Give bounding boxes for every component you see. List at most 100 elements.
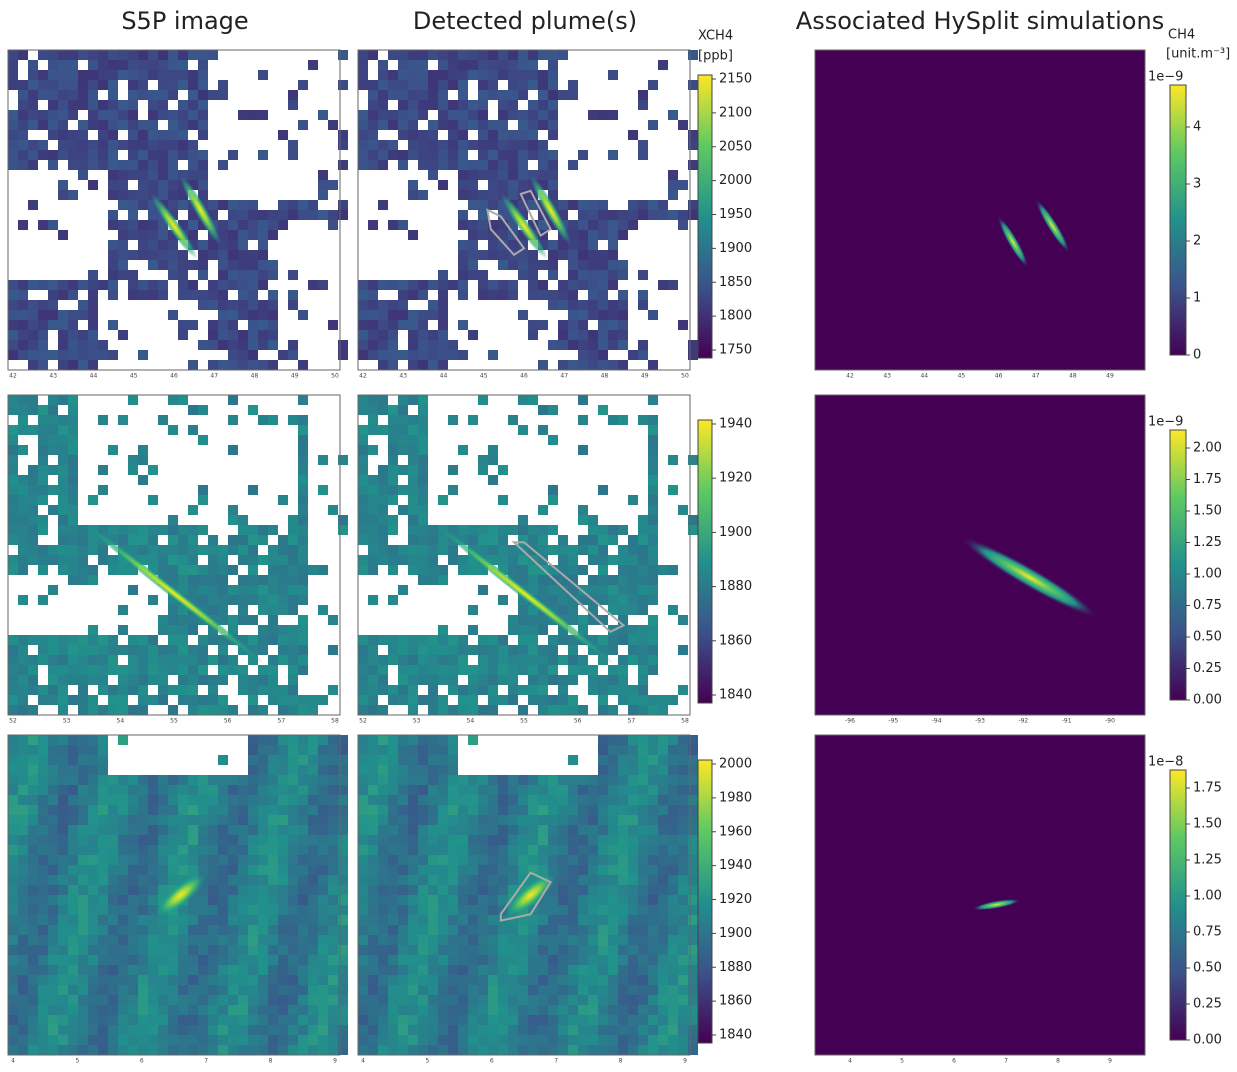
pixel — [38, 340, 48, 350]
pixel — [498, 290, 508, 300]
pixel — [418, 735, 428, 745]
pixel — [618, 605, 628, 615]
pixel — [48, 150, 58, 160]
pixel — [38, 70, 48, 80]
pixel — [578, 865, 588, 875]
pixel — [28, 465, 38, 475]
pixel — [28, 985, 38, 995]
pixel — [568, 80, 578, 90]
pixel — [28, 845, 38, 855]
pixel — [528, 915, 538, 925]
x-tick-label: 8 — [619, 1058, 623, 1065]
pixel — [138, 895, 148, 905]
pixel — [118, 995, 128, 1005]
pixel — [488, 1005, 498, 1015]
pixel — [358, 845, 368, 855]
pixel — [478, 915, 488, 925]
pixel — [108, 1045, 118, 1055]
pixel — [528, 70, 538, 80]
pixel — [458, 695, 468, 705]
pixel — [428, 555, 438, 565]
pixel — [598, 595, 608, 605]
pixel — [428, 795, 438, 805]
pixel — [218, 1035, 228, 1045]
pixel — [618, 555, 628, 565]
pixel — [518, 865, 528, 875]
pixel — [448, 905, 458, 915]
pixel — [288, 935, 298, 945]
pixel — [278, 350, 288, 360]
pixel — [488, 240, 498, 250]
pixel — [288, 945, 298, 955]
colorbar-tick-label: 1 — [1193, 291, 1201, 306]
pixel — [228, 585, 238, 595]
pixel — [318, 765, 328, 775]
pixel — [518, 1025, 528, 1035]
pixel — [488, 70, 498, 80]
pixel — [158, 525, 168, 535]
pixel — [58, 180, 68, 190]
pixel — [98, 895, 108, 905]
pixel — [388, 935, 398, 945]
pixel — [368, 300, 378, 310]
pixel — [298, 120, 308, 130]
pixel — [598, 405, 608, 415]
pixel — [658, 695, 668, 705]
pixel — [278, 805, 288, 815]
pixel — [98, 955, 108, 965]
pixel — [8, 130, 18, 140]
pixel — [568, 865, 578, 875]
pixel — [98, 545, 108, 555]
pixel — [198, 70, 208, 80]
pixel — [498, 835, 508, 845]
pixel — [28, 805, 38, 815]
pixel — [528, 845, 538, 855]
pixel — [498, 465, 508, 475]
pixel — [648, 1025, 658, 1035]
pixel — [458, 100, 468, 110]
pixel — [108, 985, 118, 995]
pixel — [258, 785, 268, 795]
pixel — [298, 1045, 308, 1055]
pixel — [68, 795, 78, 805]
pixel — [278, 755, 288, 765]
pixel — [108, 845, 118, 855]
pixel — [108, 50, 118, 60]
pixel — [278, 825, 288, 835]
pixel — [468, 240, 478, 250]
pixel — [468, 170, 478, 180]
pixel — [528, 270, 538, 280]
pixel — [358, 955, 368, 965]
pixel — [198, 1015, 208, 1025]
pixel — [128, 875, 138, 885]
pixel — [8, 1045, 18, 1055]
pixel — [318, 565, 328, 575]
pixel — [538, 360, 548, 370]
pixel — [528, 525, 538, 535]
pixel — [68, 785, 78, 795]
pixel — [138, 825, 148, 835]
pixel — [558, 330, 568, 340]
pixel — [388, 220, 398, 230]
pixel — [638, 565, 648, 575]
pixel — [208, 545, 218, 555]
pixel — [378, 875, 388, 885]
pixel — [218, 835, 228, 845]
pixel — [448, 855, 458, 865]
pixel — [178, 785, 188, 795]
pixel — [238, 845, 248, 855]
pixel — [278, 975, 288, 985]
pixel — [368, 775, 378, 785]
x-tick-label: 45 — [480, 373, 488, 380]
pixel — [468, 785, 478, 795]
pixel — [558, 605, 568, 615]
pixel — [418, 515, 428, 525]
colorbar-tick-label: 2050 — [719, 139, 752, 154]
pixel — [388, 50, 398, 60]
pixel — [48, 795, 58, 805]
pixel — [38, 1005, 48, 1015]
pixel — [648, 485, 658, 495]
pixel — [428, 875, 438, 885]
pixel — [488, 170, 498, 180]
pixel — [458, 855, 468, 865]
